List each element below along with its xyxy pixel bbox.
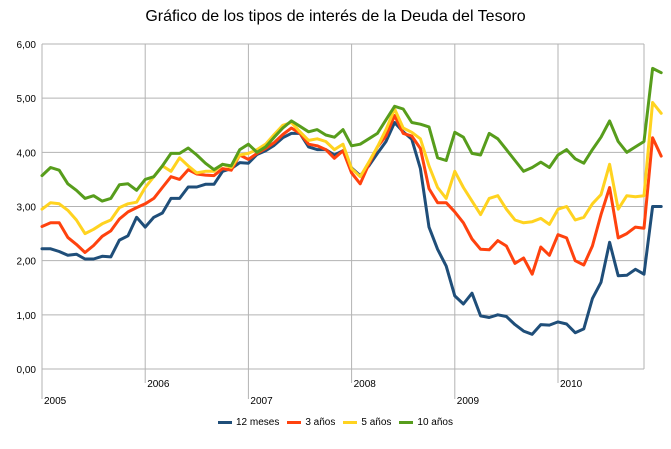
legend-swatch <box>343 420 358 424</box>
legend-label: 3 años <box>305 417 336 428</box>
y-tick-label: 1,00 <box>17 311 37 322</box>
x-tick-label: 2010 <box>560 379 583 390</box>
x-tick-label: 2006 <box>147 379 170 390</box>
y-tick-label: 6,00 <box>17 40 37 51</box>
y-tick-label: 0,00 <box>17 365 37 376</box>
series-line-3 <box>40 101 663 236</box>
y-tick-label: 2,00 <box>17 257 37 268</box>
gridlines <box>41 43 645 370</box>
legend-item: 10 años <box>399 417 453 428</box>
legend-swatch <box>287 420 302 424</box>
legend-swatch <box>399 420 414 424</box>
legend-item: 5 años <box>343 417 391 428</box>
y-tick-label: 4,00 <box>17 148 37 159</box>
tick-labels: 0,00 1,00 2,00 3,00 4,00 5,00 6,00 2005 2006 2007… <box>17 40 583 407</box>
legend: 12 meses 3 años 5 años 10 años <box>0 417 671 428</box>
legend-label: 12 meses <box>235 417 280 428</box>
x-tick-label: 2007 <box>250 396 273 407</box>
series-line-2 <box>40 114 663 276</box>
legend-swatch <box>217 420 232 424</box>
legend-label: 5 años <box>361 417 392 428</box>
chart-title: Gráfico de los tipos de interés de la De… <box>145 8 526 25</box>
x-tick-label: 2009 <box>457 396 480 407</box>
legend-item: 12 meses <box>217 417 280 428</box>
x-tick-label: 2008 <box>354 379 377 390</box>
y-tick-label: 3,00 <box>17 203 37 214</box>
legend-item: 3 años <box>287 417 335 428</box>
x-tick-label: 2005 <box>44 396 67 407</box>
axes <box>41 44 644 399</box>
legend-label: 10 años <box>417 417 453 428</box>
y-tick-label: 5,00 <box>17 94 37 105</box>
series-line-4 <box>40 66 663 203</box>
series-lines <box>40 66 663 336</box>
